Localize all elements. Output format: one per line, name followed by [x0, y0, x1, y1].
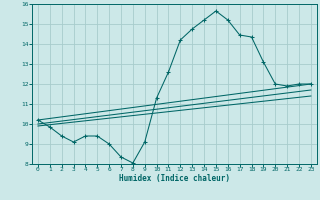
X-axis label: Humidex (Indice chaleur): Humidex (Indice chaleur) [119, 174, 230, 183]
